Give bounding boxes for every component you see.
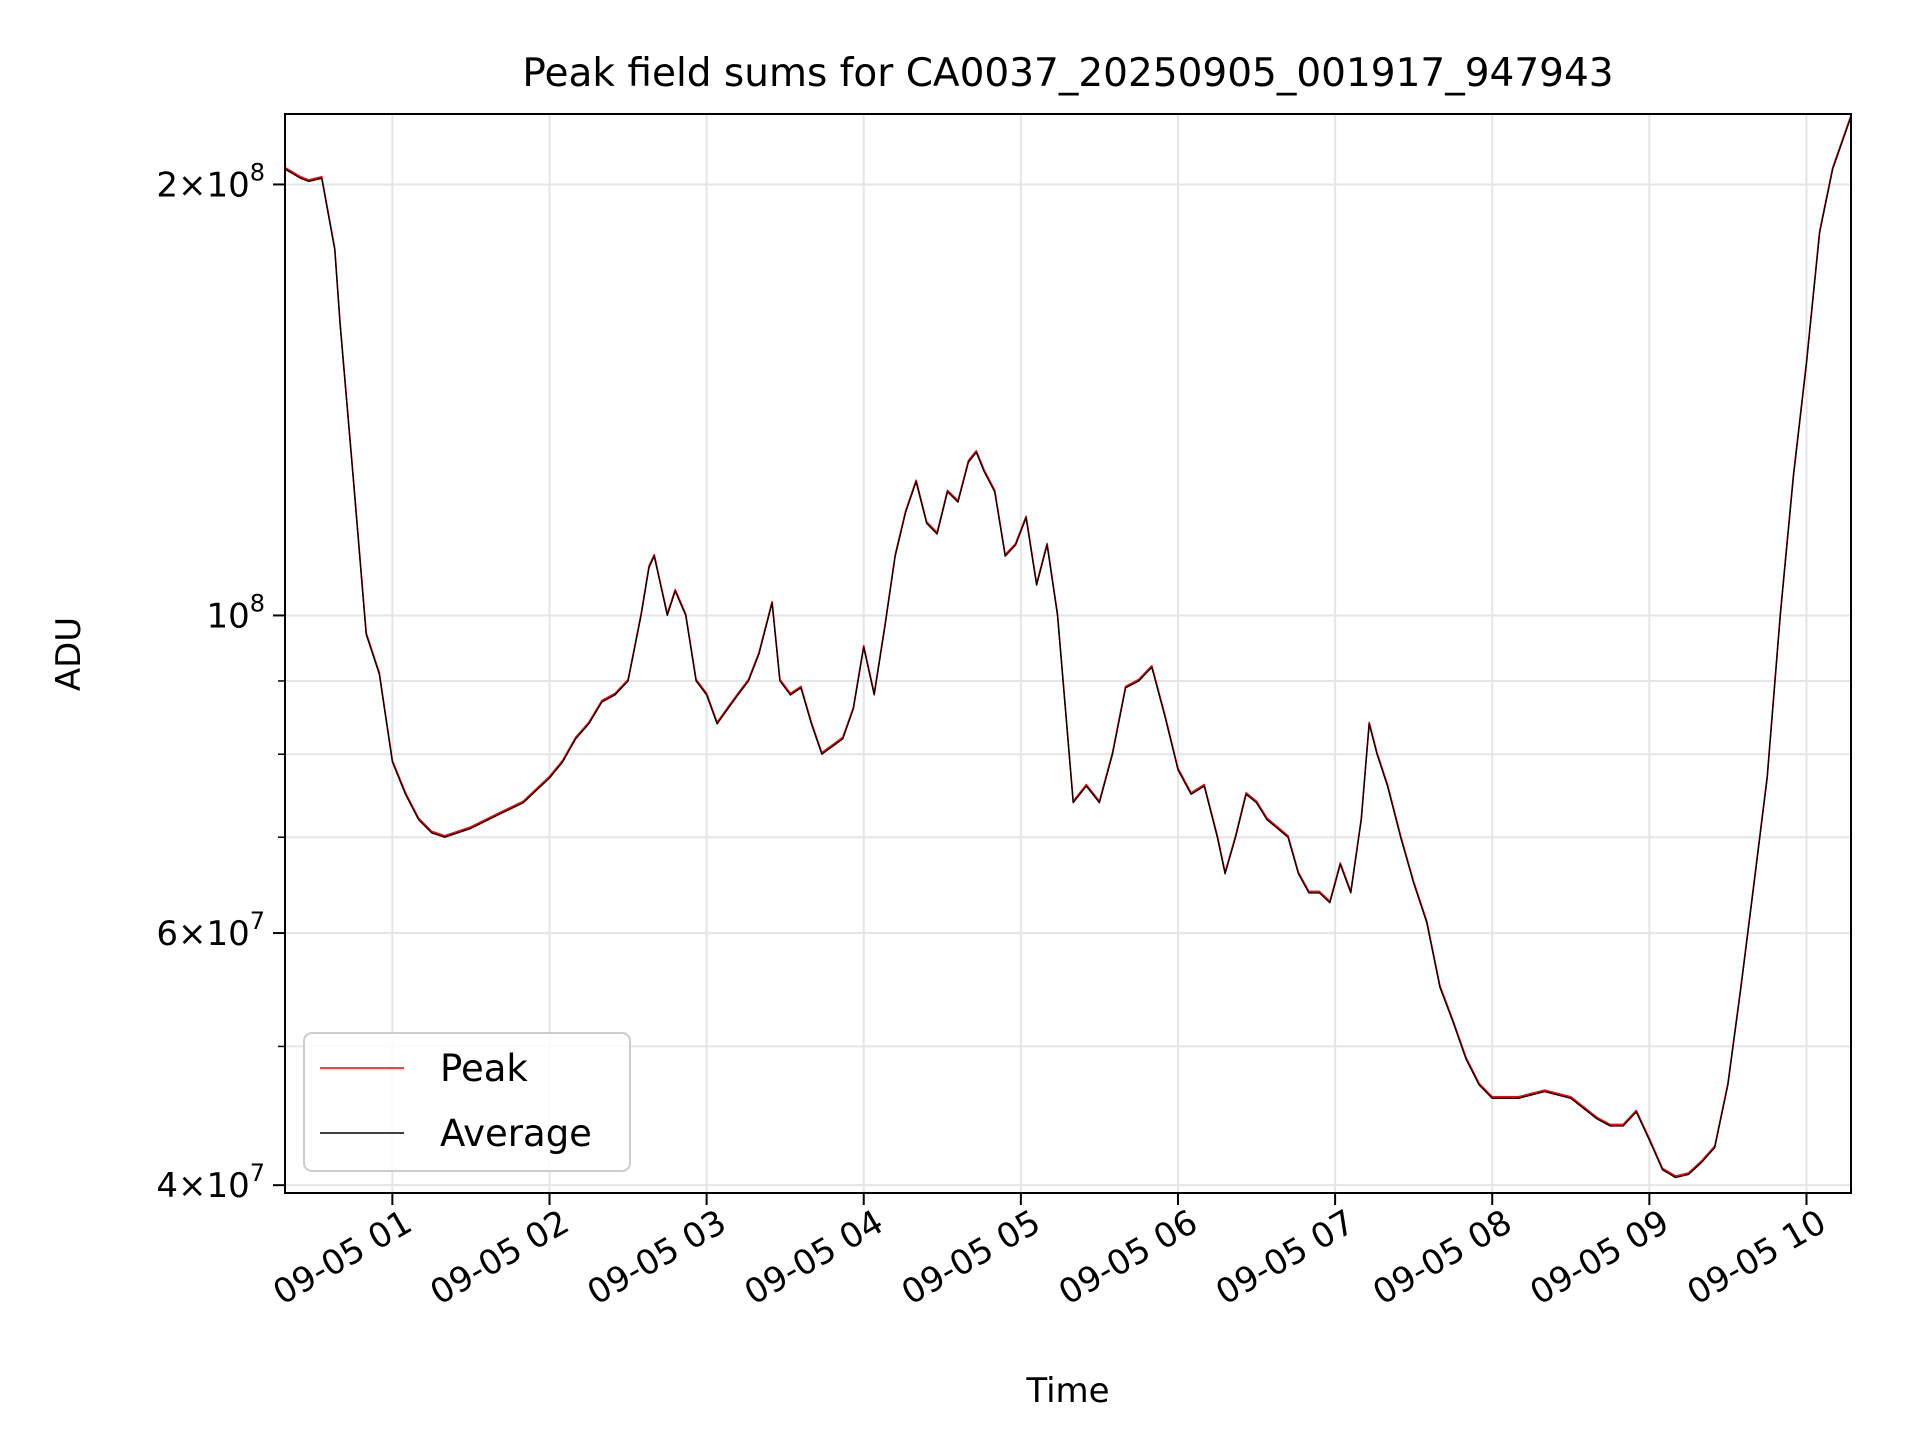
y-tick-base: 10 bbox=[206, 914, 249, 954]
y-tick-base: 10 bbox=[206, 165, 249, 205]
y-tick-label: 6×107 bbox=[156, 907, 265, 954]
y-tick-label: 4×107 bbox=[156, 1159, 265, 1206]
grid bbox=[285, 114, 1851, 1193]
x-axis-label: Time bbox=[1025, 1371, 1109, 1411]
y-tick-exponent: 7 bbox=[250, 1159, 265, 1187]
chart-title: Peak field sums for CA0037_20250905_0019… bbox=[522, 51, 1613, 96]
y-tick-mantissa: 6 bbox=[156, 914, 178, 954]
legend: Peak Average bbox=[303, 1032, 631, 1172]
y-tick-exponent: 7 bbox=[250, 907, 265, 935]
legend-label-average: Average bbox=[440, 1112, 592, 1155]
y-tick-base: 10 bbox=[206, 1166, 249, 1206]
y-tick-label: 2×108 bbox=[156, 158, 265, 205]
y-tick-exponent: 8 bbox=[250, 589, 265, 617]
y-axis-label: ADU bbox=[49, 617, 89, 691]
legend-label-peak: Peak bbox=[440, 1047, 528, 1090]
axes-frame bbox=[284, 113, 1852, 1194]
series-line-average bbox=[284, 116, 1852, 1179]
y-tick-exponent: 8 bbox=[250, 158, 265, 186]
y-tick-label: 108 bbox=[206, 589, 265, 636]
y-tick-mantissa: 4 bbox=[156, 1166, 178, 1206]
y-tick-base: 10 bbox=[206, 596, 249, 636]
plot-lines bbox=[284, 115, 1852, 1179]
y-tick-mantissa: 2 bbox=[156, 165, 178, 205]
